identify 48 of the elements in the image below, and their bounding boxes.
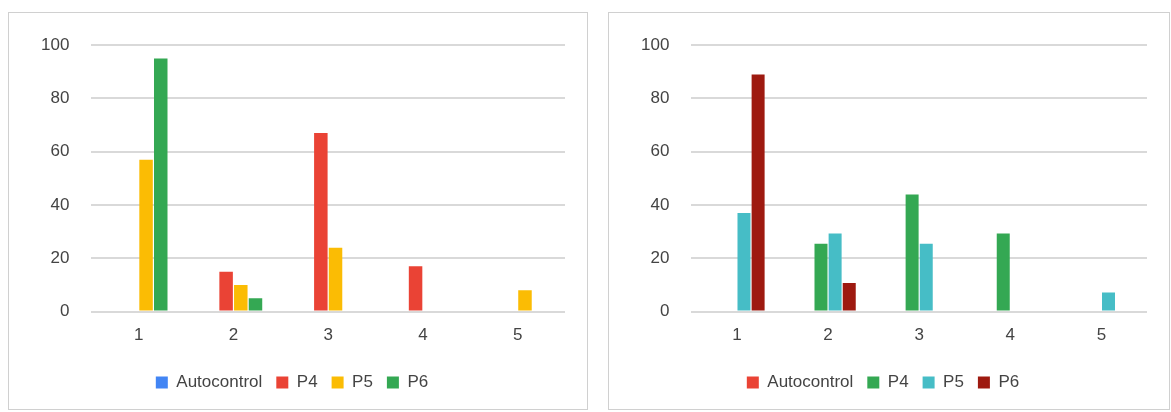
bar — [328, 247, 343, 311]
x-tick-label: 2 — [228, 325, 239, 345]
x-tick-label: 1 — [133, 325, 144, 345]
bar — [408, 266, 423, 311]
y-tick-label: 60 — [50, 141, 70, 161]
x-tick-label: 4 — [418, 325, 428, 345]
y-tick-label: 20 — [50, 248, 70, 268]
bar — [518, 290, 532, 311]
legend-label: P5 — [352, 372, 373, 392]
y-tick-label: 80 — [650, 88, 670, 108]
bar — [248, 298, 263, 311]
bar — [751, 74, 765, 311]
bar — [219, 271, 233, 311]
legend-label: P4 — [887, 372, 909, 392]
legend-label: P4 — [296, 372, 318, 392]
x-tick-label: 4 — [1005, 325, 1016, 345]
y-tick-label: 40 — [50, 194, 70, 214]
y-tick-label: 60 — [650, 141, 670, 161]
bar — [828, 233, 842, 311]
legend-label: P5 — [943, 372, 964, 392]
x-tick-label: 5 — [1096, 325, 1107, 345]
bar — [996, 233, 1010, 311]
y-tick-label: 100 — [40, 34, 70, 54]
y-tick-label: 100 — [640, 34, 670, 54]
bar — [154, 58, 168, 311]
bar — [737, 213, 751, 311]
bar — [234, 284, 248, 311]
y-tick-label: 0 — [59, 301, 70, 321]
x-tick-label: 2 — [823, 325, 833, 345]
legend-label: Autocontrol — [176, 372, 263, 392]
bar — [905, 194, 919, 311]
y-tick-label: 80 — [50, 88, 70, 108]
legend-label: P6 — [407, 372, 429, 392]
bar — [814, 243, 828, 311]
legend-label: P6 — [998, 372, 1020, 392]
x-tick-label: 3 — [914, 325, 924, 345]
y-tick-label: 0 — [659, 301, 670, 321]
x-tick-label: 1 — [732, 325, 742, 345]
bar — [919, 243, 933, 311]
bar — [842, 283, 856, 311]
y-tick-label: 40 — [650, 194, 670, 214]
x-tick-label: 3 — [323, 325, 333, 345]
legend-label: Autocontrol — [767, 372, 854, 392]
bar — [314, 133, 328, 311]
bar — [139, 159, 153, 311]
x-tick-label: 5 — [512, 325, 523, 345]
y-tick-label: 20 — [650, 248, 670, 268]
bar — [1102, 292, 1115, 311]
